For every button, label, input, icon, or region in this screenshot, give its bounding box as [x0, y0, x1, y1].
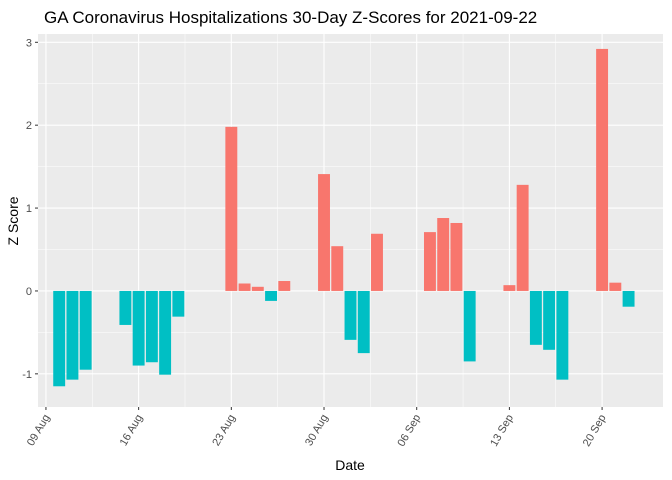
bar — [225, 126, 238, 291]
bar — [529, 290, 542, 345]
bar — [66, 290, 79, 380]
bar — [132, 290, 145, 366]
y-axis: -1 0 1 2 3 — [22, 37, 38, 381]
y-tick-label: -1 — [22, 369, 32, 381]
y-axis-label: Z Score — [5, 196, 21, 245]
y-tick-label: 0 — [26, 286, 32, 298]
bar — [371, 233, 383, 291]
x-tick-label: 16 Aug — [118, 413, 146, 449]
x-tick-label: 23 Aug — [210, 413, 238, 449]
bar — [238, 283, 251, 291]
x-axis: 09 Aug 16 Aug 23 Aug 30 Aug 06 Sep 13 Sep 20 S… — [25, 407, 609, 449]
bar — [516, 184, 529, 291]
bar — [159, 290, 172, 375]
bars — [53, 48, 635, 387]
bar — [357, 290, 370, 354]
bar — [596, 48, 609, 291]
bar — [331, 246, 344, 291]
y-tick-label: 1 — [26, 203, 32, 215]
bar — [53, 290, 66, 387]
bar — [172, 290, 185, 317]
bar — [145, 290, 158, 363]
bar — [556, 290, 569, 380]
x-tick-label: 13 Sep — [488, 413, 516, 449]
bar — [318, 174, 330, 291]
bar — [423, 232, 436, 291]
bar — [543, 290, 556, 350]
bar — [278, 281, 291, 291]
x-tick-label: 20 Sep — [581, 413, 609, 449]
bar — [503, 285, 516, 291]
bar — [450, 222, 463, 291]
bar — [265, 290, 278, 301]
bar — [344, 290, 357, 340]
x-tick-label: 09 Aug — [25, 413, 53, 449]
bar — [119, 290, 132, 325]
plot-panel — [38, 34, 663, 407]
bar — [609, 282, 622, 291]
chart-title: GA Coronavirus Hospitalizations 30-Day Z… — [44, 8, 537, 27]
x-axis-label: Date — [335, 457, 365, 473]
y-tick-label: 2 — [26, 120, 32, 132]
x-tick-label: 30 Aug — [303, 413, 331, 449]
bar — [251, 286, 264, 291]
bar — [437, 218, 450, 291]
minor-gridlines — [38, 34, 663, 407]
x-tick-label: 06 Sep — [395, 413, 423, 449]
bar — [463, 290, 476, 362]
bar — [622, 290, 635, 307]
y-tick-label: 3 — [26, 37, 32, 49]
bar — [79, 290, 92, 370]
